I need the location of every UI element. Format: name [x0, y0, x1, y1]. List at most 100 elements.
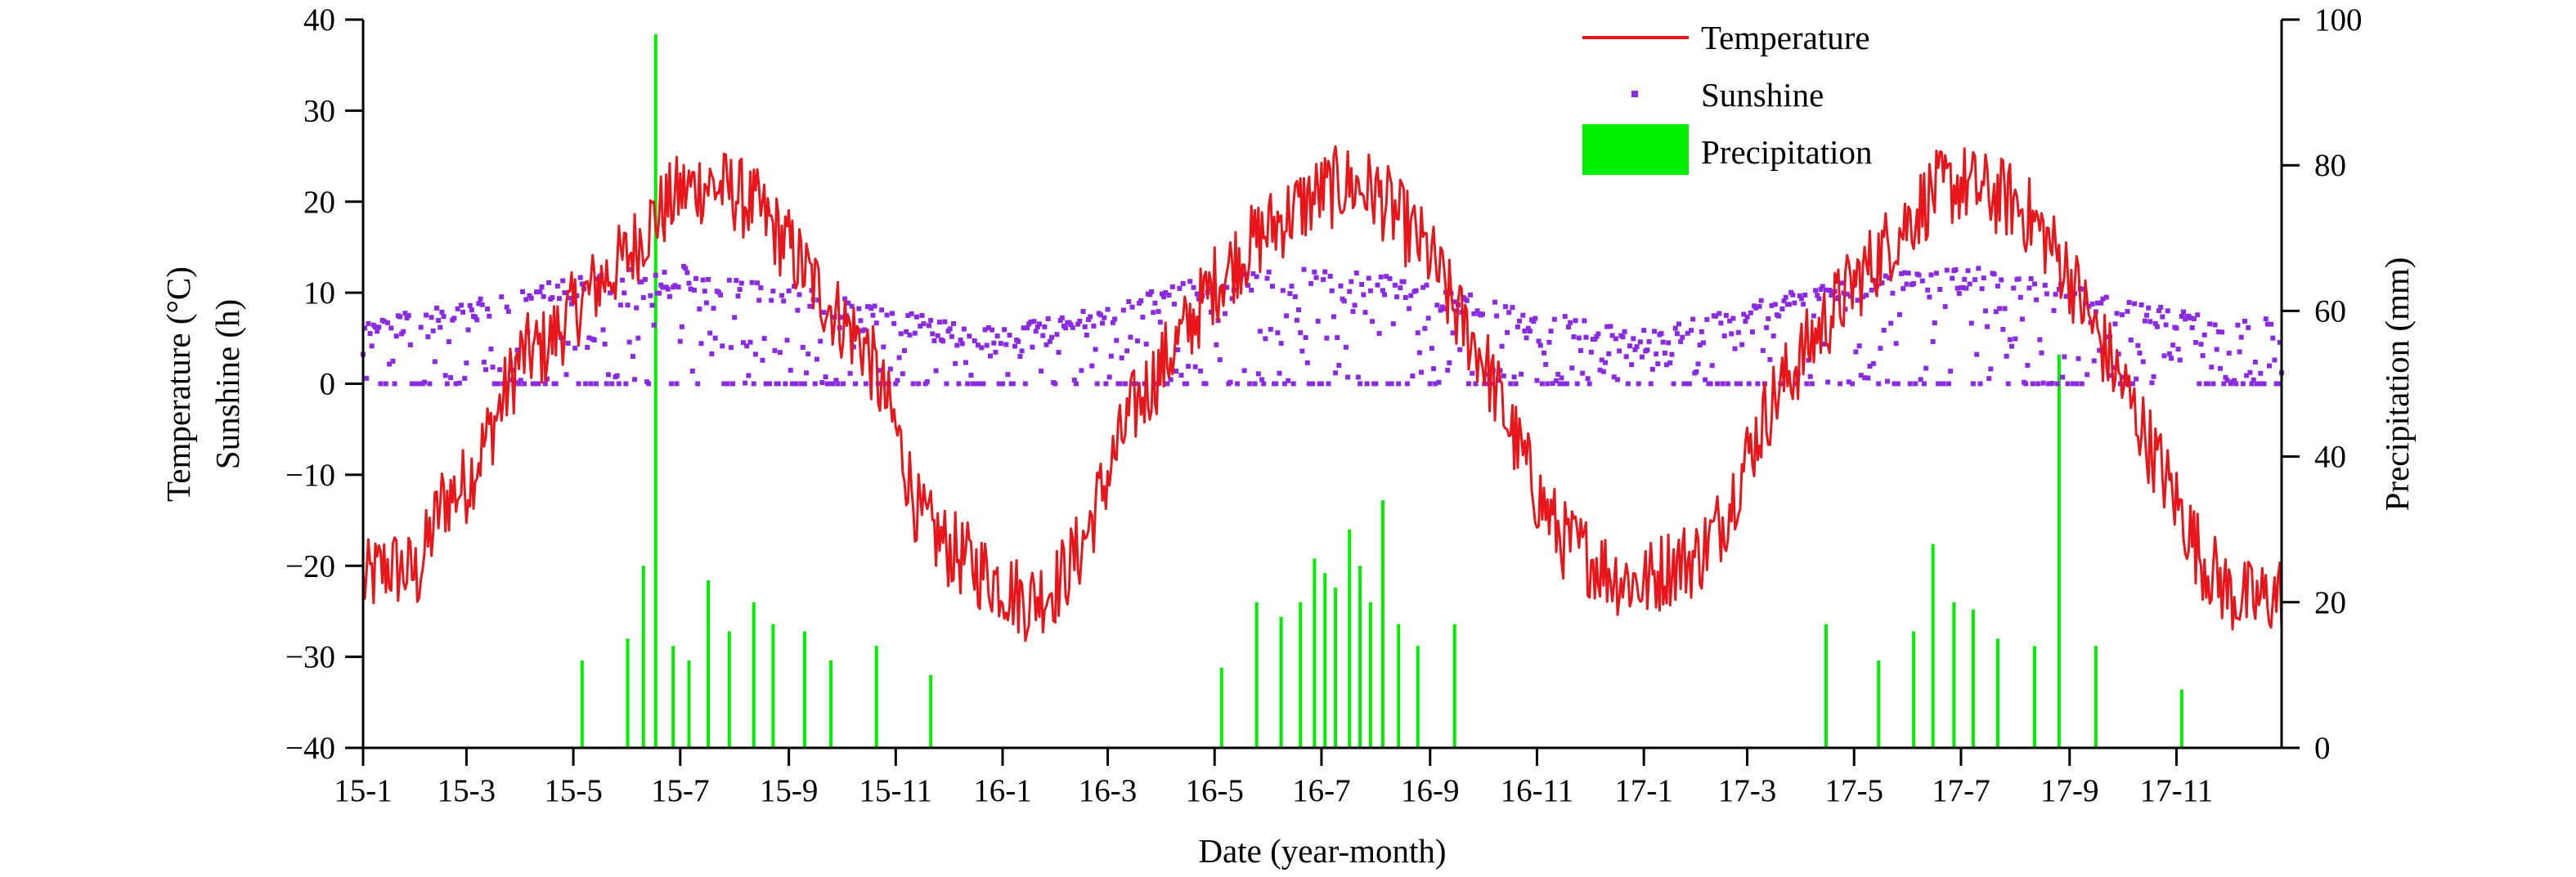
sunshine-point	[1508, 381, 1514, 387]
sunshine-point	[448, 375, 454, 381]
sunshine-point	[1326, 381, 1331, 387]
sunshine-point	[921, 321, 927, 327]
sunshine-point	[909, 311, 914, 316]
sunshine-point	[2174, 325, 2179, 331]
sunshine-point	[1533, 315, 1538, 321]
sunshine-point	[1390, 321, 1396, 327]
sunshine-point	[2138, 302, 2144, 308]
sunshine-point	[1907, 381, 1913, 387]
sunshine-point	[2156, 308, 2162, 314]
sunshine-point	[1223, 311, 1228, 316]
sunshine-point	[1321, 277, 1326, 283]
sunshine-point	[1862, 375, 1868, 381]
sunshine-point	[914, 314, 920, 320]
x-tick-label: 15-11	[859, 773, 933, 808]
sunshine-point	[593, 381, 599, 387]
sunshine-point	[1294, 317, 1299, 323]
sunshine-point	[1198, 368, 1204, 374]
sunshine-point	[877, 368, 883, 374]
sunshine-point	[1080, 309, 1086, 315]
sunshine-point	[1760, 347, 1766, 353]
temperature-line	[361, 145, 2283, 642]
sunshine-point	[390, 358, 396, 364]
sunshine-point	[953, 360, 958, 366]
sunshine-point	[807, 303, 813, 309]
sunshine-point	[632, 377, 638, 383]
sunshine-point	[951, 320, 957, 326]
sunshine-point	[1660, 339, 1666, 345]
sunshine-point	[1310, 381, 1316, 387]
sunshine-point	[1534, 378, 1540, 383]
sunshine-point	[2035, 381, 2041, 387]
sunshine-point	[1892, 381, 1897, 387]
sunshine-point	[2017, 294, 2023, 300]
sunshine-point	[1995, 283, 2000, 289]
precipitation-bar	[2057, 354, 2061, 748]
sunshine-point	[1333, 370, 1339, 376]
sunshine-point	[1143, 342, 1149, 347]
sunshine-point	[1362, 310, 1368, 315]
sunshine-point	[1846, 379, 1851, 385]
sunshine-point	[856, 306, 862, 311]
sunshine-point	[863, 381, 868, 387]
x-tick-label: 16-1	[973, 773, 1032, 808]
y-right-axis-title: Precipitation (mm)	[2378, 257, 2416, 512]
sunshine-point	[1649, 366, 1655, 372]
sunshine-point	[1546, 339, 1552, 345]
sunshine-point	[1175, 347, 1181, 352]
sunshine-point	[1047, 338, 1052, 344]
sunshine-point	[985, 324, 991, 330]
sunshine-point	[1165, 381, 1170, 387]
sunshine-point	[1033, 329, 1039, 334]
sunshine-point	[1963, 285, 1969, 291]
sunshine-point	[1993, 309, 1999, 315]
sunshine-point	[640, 295, 646, 301]
sunshine-point	[744, 343, 750, 349]
sunshine-point	[1678, 338, 1684, 344]
sunshine-point	[1806, 357, 1811, 363]
sunshine-point	[2054, 381, 2060, 387]
sunshine-point	[565, 340, 571, 346]
sunshine-point	[2146, 305, 2152, 311]
sunshine-point	[1427, 381, 1433, 387]
sunshine-point	[634, 305, 640, 311]
sunshine-point	[1864, 293, 1869, 298]
y-right-tick-label: 40	[2314, 440, 2346, 475]
sunshine-point	[1122, 381, 1128, 387]
sunshine-point	[1542, 350, 1547, 356]
sunshine-point	[2189, 324, 2195, 330]
sunshine-point	[990, 327, 995, 333]
sunshine-point	[1126, 299, 1132, 305]
sunshine-point	[662, 270, 667, 275]
sunshine-point	[1147, 292, 1152, 298]
sunshine-point	[1261, 381, 1267, 387]
sunshine-point	[1474, 308, 1480, 314]
sunshine-point	[928, 318, 934, 324]
sunshine-point	[725, 381, 730, 387]
sunshine-point	[674, 381, 680, 387]
sunshine-point	[887, 366, 893, 372]
sunshine-point	[1464, 298, 1470, 303]
precipitation-bar	[874, 646, 878, 748]
sunshine-points	[361, 263, 2284, 387]
sunshine-point	[735, 293, 741, 299]
sunshine-point	[1349, 279, 1354, 284]
sunshine-point	[1358, 381, 1363, 387]
sunshine-point	[495, 381, 500, 387]
sunshine-point	[1641, 328, 1647, 333]
sunshine-point	[2151, 374, 2156, 379]
sunshine-point	[1208, 309, 1214, 315]
sunshine-point	[842, 296, 848, 302]
sunshine-point	[830, 381, 836, 387]
sunshine-point	[504, 304, 509, 310]
sunshine-point	[1968, 320, 1974, 326]
x-tick-label: 17-5	[1824, 773, 1883, 808]
sunshine-point	[1625, 381, 1631, 387]
sunshine-point	[698, 341, 704, 347]
sunshine-point	[1057, 318, 1063, 324]
sunshine-point	[1292, 294, 1298, 300]
sunshine-point	[1622, 329, 1627, 334]
sunshine-point	[481, 360, 487, 365]
sunshine-point	[1429, 346, 1434, 351]
sunshine-point	[904, 329, 909, 334]
